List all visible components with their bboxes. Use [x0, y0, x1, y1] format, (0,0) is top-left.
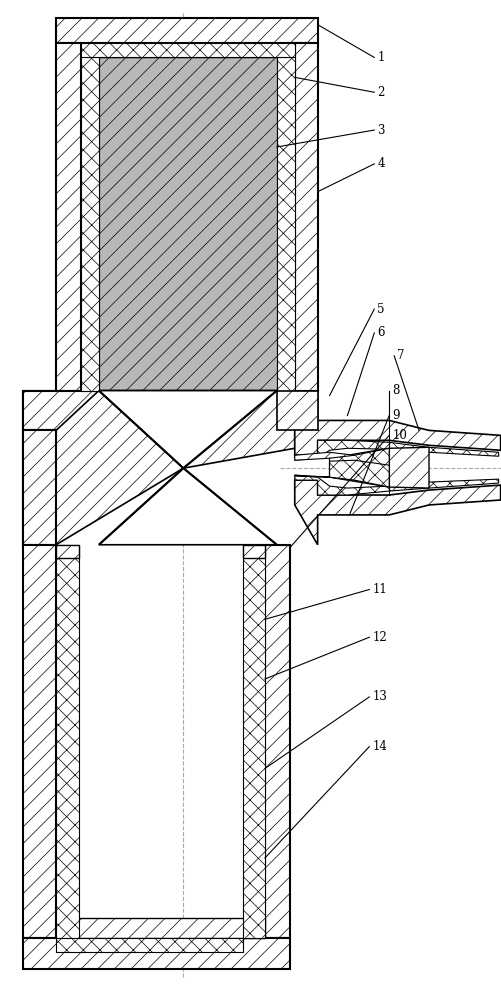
- Polygon shape: [56, 918, 265, 938]
- Text: 8: 8: [391, 384, 399, 397]
- Polygon shape: [23, 938, 289, 969]
- Polygon shape: [242, 545, 265, 558]
- Polygon shape: [277, 57, 294, 391]
- Polygon shape: [56, 938, 242, 952]
- Polygon shape: [56, 43, 81, 391]
- Polygon shape: [329, 460, 388, 487]
- Polygon shape: [81, 43, 294, 57]
- Text: 10: 10: [391, 429, 406, 442]
- Text: 1: 1: [377, 51, 384, 64]
- Polygon shape: [23, 391, 56, 545]
- Polygon shape: [56, 545, 79, 938]
- Polygon shape: [23, 545, 56, 938]
- Text: 9: 9: [391, 409, 399, 422]
- Polygon shape: [81, 43, 294, 57]
- Text: 12: 12: [372, 631, 386, 644]
- Polygon shape: [56, 545, 79, 558]
- Polygon shape: [277, 391, 317, 430]
- Polygon shape: [329, 448, 388, 475]
- Polygon shape: [294, 475, 497, 495]
- Text: 4: 4: [377, 157, 384, 170]
- Polygon shape: [294, 43, 317, 391]
- Polygon shape: [242, 545, 265, 938]
- Polygon shape: [294, 440, 497, 460]
- Polygon shape: [23, 430, 56, 545]
- Text: 13: 13: [372, 690, 386, 703]
- Polygon shape: [56, 391, 294, 545]
- Polygon shape: [294, 452, 374, 464]
- Polygon shape: [23, 391, 294, 430]
- Polygon shape: [329, 447, 428, 488]
- Text: 14: 14: [372, 740, 386, 753]
- Text: 5: 5: [377, 303, 384, 316]
- Polygon shape: [294, 391, 499, 455]
- Text: 7: 7: [396, 349, 404, 362]
- Text: 6: 6: [377, 326, 384, 339]
- Polygon shape: [56, 18, 317, 43]
- Polygon shape: [294, 471, 374, 480]
- Polygon shape: [99, 57, 277, 391]
- Text: 2: 2: [377, 86, 384, 99]
- Text: 11: 11: [372, 583, 386, 596]
- Polygon shape: [99, 468, 277, 545]
- Text: 3: 3: [377, 124, 384, 137]
- Polygon shape: [99, 391, 277, 468]
- Polygon shape: [294, 480, 499, 545]
- Polygon shape: [265, 545, 289, 938]
- Polygon shape: [81, 57, 99, 391]
